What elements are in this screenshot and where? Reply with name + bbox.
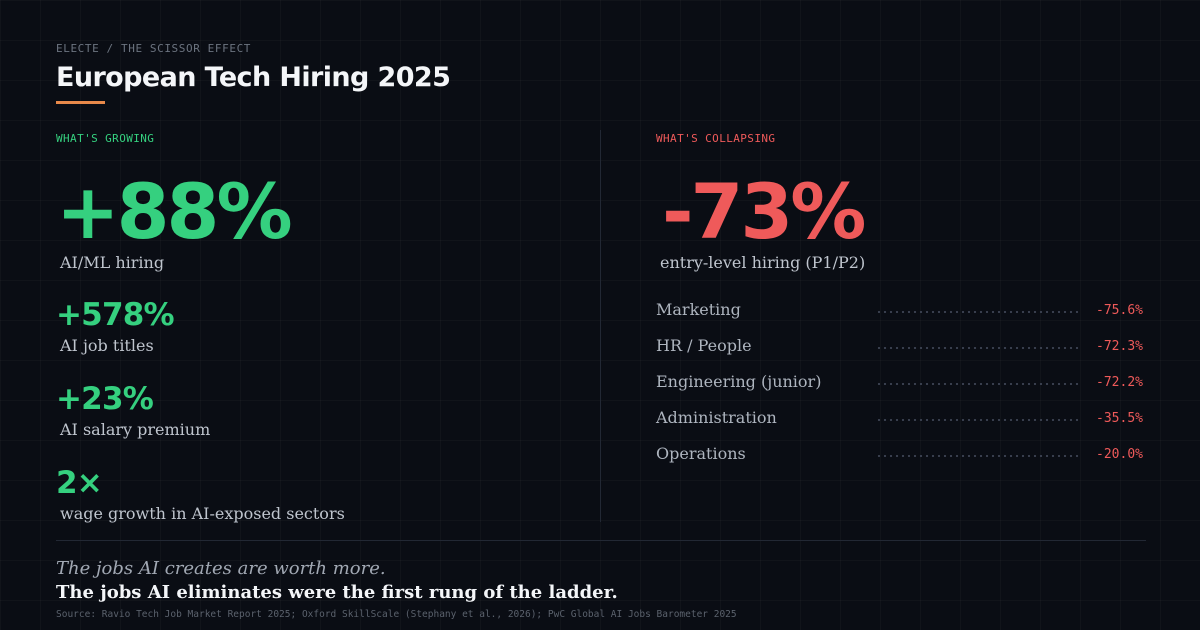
- growing-stat-value: 2×: [56, 465, 103, 501]
- title-underline: [56, 101, 105, 104]
- growing-section-label: WHAT'S GROWING: [56, 132, 155, 145]
- decline-row-value: -35.5%: [1096, 411, 1143, 426]
- growing-headline-value: +88%: [56, 167, 293, 256]
- decline-row: Administration -35.5%: [656, 408, 1146, 432]
- growing-stat-caption: AI job titles: [60, 336, 154, 355]
- collapsing-section-label: WHAT'S COLLAPSING: [656, 132, 776, 145]
- decline-row: Marketing -75.6%: [656, 300, 1146, 324]
- decline-row-label: Engineering (junior): [656, 372, 822, 391]
- growing-stat-caption: wage growth in AI-exposed sectors: [60, 504, 345, 523]
- decline-row-value: -75.6%: [1096, 303, 1143, 318]
- page-title: European Tech Hiring 2025: [56, 62, 451, 93]
- dotted-leader: [876, 455, 1081, 457]
- decline-row-label: Administration: [656, 408, 777, 427]
- growing-stat-value: +23%: [56, 381, 154, 417]
- decline-row-label: HR / People: [656, 336, 752, 355]
- decline-row-label: Operations: [656, 444, 746, 463]
- decline-row: Operations -20.0%: [656, 444, 1146, 468]
- decline-row-value: -72.2%: [1096, 375, 1143, 390]
- growing-stat-value: +578%: [56, 297, 175, 333]
- dotted-leader: [876, 383, 1081, 385]
- dotted-leader: [876, 347, 1081, 349]
- growing-stat-caption: AI salary premium: [60, 420, 211, 439]
- column-divider: [600, 130, 601, 522]
- collapsing-headline-caption: entry-level hiring (P1/P2): [660, 253, 866, 272]
- breadcrumb: ELECTE / THE SCISSOR EFFECT: [56, 42, 252, 55]
- dotted-leader: [876, 311, 1081, 313]
- decline-row-value: -20.0%: [1096, 447, 1143, 462]
- tagline-primary: The jobs AI creates are worth more.: [56, 558, 386, 579]
- decline-row: Engineering (junior) -72.2%: [656, 372, 1146, 396]
- source-note: Source: Ravio Tech Job Market Report 202…: [56, 609, 737, 620]
- decline-row: HR / People -72.3%: [656, 336, 1146, 360]
- tagline-secondary: The jobs AI eliminates were the first ru…: [56, 582, 618, 603]
- decline-row-value: -72.3%: [1096, 339, 1143, 354]
- collapsing-headline-value: -73%: [662, 167, 866, 256]
- growing-headline-caption: AI/ML hiring: [60, 253, 165, 272]
- footer-divider: [56, 540, 1146, 541]
- decline-row-label: Marketing: [656, 300, 741, 319]
- dotted-leader: [876, 419, 1081, 421]
